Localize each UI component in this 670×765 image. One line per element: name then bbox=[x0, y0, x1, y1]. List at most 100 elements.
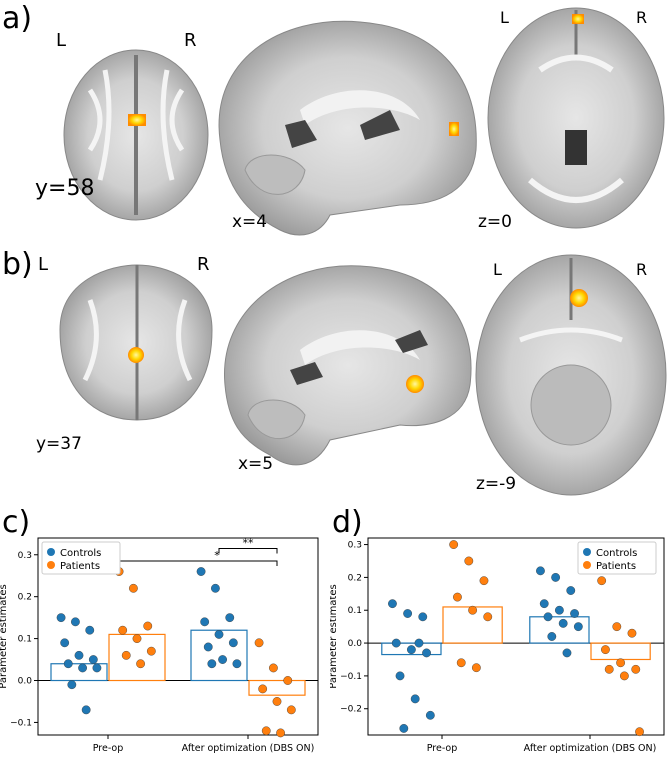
bar bbox=[381, 642, 442, 656]
y-tick-label: 0.0 bbox=[348, 639, 363, 649]
data-point bbox=[71, 617, 80, 627]
activation-blob bbox=[572, 14, 584, 24]
data-point bbox=[547, 632, 557, 641]
data-point bbox=[479, 576, 489, 586]
data-point bbox=[228, 638, 238, 648]
y-axis-label: Parameter estimates bbox=[330, 584, 339, 688]
data-point bbox=[92, 663, 102, 673]
data-point bbox=[258, 684, 268, 694]
panel-b-label: b) bbox=[2, 247, 33, 282]
y-tick-label: 0.0 bbox=[18, 677, 33, 687]
data-point bbox=[399, 724, 409, 733]
chart-d: −0.2 −0.1 0.0 0.1 0.2 0.3 Parameter estimates P… bbox=[330, 537, 665, 754]
data-point bbox=[425, 710, 435, 720]
brain-slices bbox=[59, 7, 667, 496]
y-axis-label: Parameter estimates bbox=[0, 584, 9, 688]
data-point bbox=[276, 728, 285, 738]
data-point bbox=[422, 648, 431, 658]
data-point bbox=[286, 705, 296, 715]
data-point bbox=[410, 694, 420, 704]
legend-label: Controls bbox=[596, 548, 637, 559]
x-tick-label: Pre-op bbox=[93, 743, 124, 754]
data-point bbox=[566, 586, 576, 595]
data-point bbox=[619, 671, 629, 681]
a-axial-left-label: L bbox=[500, 8, 509, 27]
data-point bbox=[539, 599, 549, 609]
data-point bbox=[612, 622, 622, 632]
data-point bbox=[67, 680, 77, 690]
activation-blob bbox=[406, 375, 424, 393]
data-point bbox=[225, 613, 235, 623]
legend-marker bbox=[583, 548, 591, 556]
b-coronal-left-label: L bbox=[38, 254, 49, 275]
panel-c-label: c) bbox=[2, 505, 31, 540]
x-tick-label: After optimization (DBS ON) bbox=[182, 743, 315, 754]
data-point bbox=[118, 625, 128, 635]
a-axial-coord: z=0 bbox=[478, 212, 512, 232]
activation-blob bbox=[128, 347, 144, 363]
b-coronal-coord: y=37 bbox=[36, 434, 82, 454]
b-coronal-right-label: R bbox=[197, 254, 210, 275]
data-point bbox=[403, 609, 413, 618]
activation-blob bbox=[128, 114, 146, 126]
x-tick-label: Pre-op bbox=[427, 743, 458, 754]
legend-marker bbox=[583, 561, 591, 569]
data-point bbox=[562, 648, 572, 658]
data-point bbox=[146, 646, 156, 656]
y-tick-label: 0.1 bbox=[18, 635, 32, 645]
data-point bbox=[129, 583, 138, 593]
data-point bbox=[554, 605, 564, 615]
data-point bbox=[449, 540, 459, 549]
legend-box bbox=[41, 541, 121, 575]
x-tick-label: After optimization (DBS ON) bbox=[524, 743, 657, 754]
data-point bbox=[558, 618, 568, 628]
a-axial-right-label: R bbox=[636, 8, 648, 27]
b-coronal-slice bbox=[59, 264, 213, 421]
data-point bbox=[627, 628, 637, 638]
data-point bbox=[136, 659, 145, 669]
data-point bbox=[464, 556, 474, 566]
y-tick-label: 0.3 bbox=[348, 541, 362, 551]
data-point bbox=[60, 638, 70, 648]
data-point bbox=[570, 609, 579, 618]
data-point bbox=[207, 659, 217, 669]
data-point bbox=[407, 645, 416, 655]
plot-frame bbox=[37, 537, 319, 736]
b-axial-coord: z=-9 bbox=[476, 474, 517, 494]
data-point bbox=[121, 650, 131, 660]
data-point bbox=[551, 573, 561, 582]
bar bbox=[50, 663, 108, 682]
data-point bbox=[81, 705, 91, 715]
data-point bbox=[601, 645, 610, 655]
data-point bbox=[391, 638, 401, 648]
y-tick-label: 0.3 bbox=[18, 551, 32, 561]
legend-label: Patients bbox=[60, 561, 100, 572]
plot-frame bbox=[367, 537, 665, 736]
a-coronal-left-label: L bbox=[56, 30, 67, 51]
bar bbox=[529, 616, 590, 644]
data-point bbox=[468, 605, 478, 615]
data-point bbox=[196, 567, 206, 576]
legend-marker bbox=[47, 548, 55, 556]
data-point bbox=[272, 697, 282, 706]
data-point bbox=[269, 663, 278, 673]
b-axial-right-label: R bbox=[636, 260, 648, 279]
legend-box bbox=[577, 541, 657, 575]
data-point bbox=[143, 621, 153, 631]
y-tick-label: −0.1 bbox=[10, 718, 32, 728]
significance-label: ** bbox=[243, 536, 255, 549]
data-point bbox=[56, 613, 66, 623]
data-point bbox=[200, 617, 210, 627]
data-point bbox=[211, 583, 220, 593]
data-point bbox=[414, 638, 424, 648]
data-point bbox=[388, 599, 397, 609]
data-point bbox=[483, 612, 493, 622]
data-point bbox=[63, 659, 73, 669]
data-point bbox=[395, 671, 405, 681]
a-coronal-right-label: R bbox=[184, 30, 197, 51]
a-coronal-slice bbox=[63, 49, 209, 221]
activation-blob bbox=[449, 122, 459, 136]
data-point bbox=[471, 663, 481, 673]
b-sagittal-slice bbox=[224, 265, 472, 466]
b-axial-left-label: L bbox=[493, 260, 502, 279]
